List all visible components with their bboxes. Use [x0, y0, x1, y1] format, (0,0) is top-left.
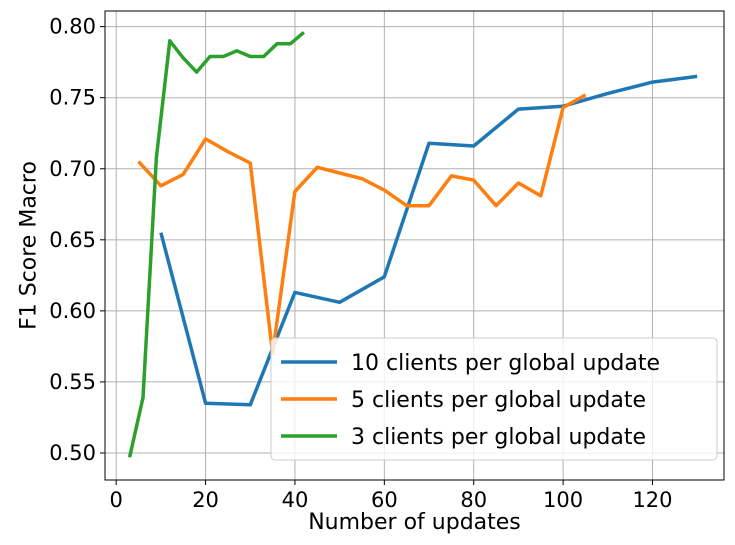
x-tick-label: 40 [282, 488, 309, 512]
y-tick-label: 0.60 [49, 299, 96, 323]
y-tick-label: 0.55 [49, 370, 96, 394]
series-line-2 [137, 93, 587, 356]
x-tick-label: 60 [371, 488, 398, 512]
plot-frame [104, 10, 725, 481]
y-axis-label: F1 Score Macro [17, 161, 42, 330]
axis-ticks: 0 20 40 60 80 100 120 0.50 0.55 0.60 0.65 0.70 0.75 0… [49, 15, 672, 512]
y-tick-label: 0.80 [49, 15, 96, 39]
legend-box [270, 337, 718, 461]
y-tick-label: 0.65 [49, 228, 96, 252]
x-tick-label: 100 [543, 488, 583, 512]
x-tick-label: 0 [109, 488, 122, 512]
legend-label: 5 clients per global update [351, 388, 646, 413]
grid [105, 11, 724, 480]
series-lines [127, 30, 698, 458]
series-line-1 [159, 74, 698, 407]
y-tick-label: 0.75 [49, 86, 96, 110]
legend-label: 10 clients per global update [351, 351, 660, 376]
x-tick-label: 20 [192, 488, 219, 512]
x-tick-label: 120 [632, 488, 672, 512]
x-tick-label: 80 [460, 488, 487, 512]
legend-label: 3 clients per global update [351, 425, 646, 450]
series-line-3 [127, 30, 306, 458]
x-axis-label: Number of updates [308, 510, 521, 535]
y-tick-label: 0.70 [49, 157, 96, 181]
y-tick-label: 0.50 [49, 441, 96, 465]
legend: 10 clients per global update 5 clients pe… [270, 337, 718, 461]
